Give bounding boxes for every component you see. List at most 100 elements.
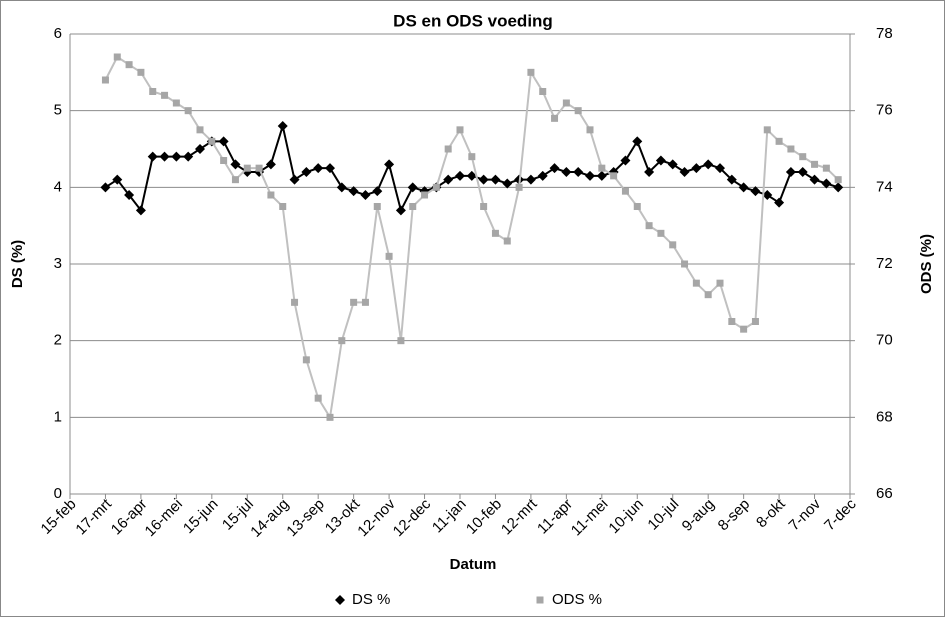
point: [360, 190, 371, 200]
point: [561, 167, 572, 177]
point: [208, 137, 216, 145]
point: [821, 178, 832, 189]
legend-label: DS %: [352, 591, 390, 608]
point: [834, 176, 842, 184]
point: [503, 237, 511, 245]
point: [728, 318, 736, 325]
point: [350, 298, 358, 306]
point: [361, 298, 369, 306]
point: [621, 187, 629, 195]
point: [137, 68, 145, 76]
point: [372, 186, 383, 197]
y-tick-label: 4: [54, 178, 62, 195]
point: [243, 164, 251, 172]
point: [101, 76, 109, 84]
point: [515, 183, 523, 191]
y-axis-label: DS (%): [9, 240, 26, 288]
point: [421, 191, 429, 199]
y2-tick-label: 70: [876, 332, 893, 349]
point: [113, 53, 121, 61]
y2-tick-label: 66: [876, 485, 893, 502]
point: [775, 137, 783, 145]
point: [763, 126, 771, 134]
point: [172, 99, 180, 107]
point: [502, 178, 513, 189]
point: [738, 182, 749, 193]
point: [490, 174, 501, 185]
point: [610, 172, 618, 180]
point: [313, 163, 324, 174]
point: [596, 170, 607, 181]
y2-tick-label: 72: [876, 255, 893, 272]
point: [633, 203, 641, 210]
point: [149, 88, 157, 95]
point: [385, 252, 393, 260]
point: [397, 337, 405, 345]
point: [171, 151, 182, 162]
point: [527, 68, 535, 76]
y-tick-label: 1: [54, 408, 62, 425]
point: [692, 279, 700, 287]
y2-tick-label: 74: [876, 178, 893, 195]
point: [336, 182, 347, 193]
y-tick-label: 6: [54, 25, 62, 42]
point: [466, 170, 477, 181]
point: [574, 107, 582, 115]
y-tick-label: 0: [54, 485, 62, 502]
point: [443, 174, 454, 185]
point: [265, 159, 276, 170]
y2-axis-label: ODS (%): [918, 234, 935, 294]
point: [231, 176, 239, 184]
point: [159, 151, 170, 162]
point: [161, 91, 169, 99]
point: [691, 163, 702, 174]
point: [326, 413, 334, 421]
point: [135, 205, 146, 216]
y2-tick-label: 78: [876, 25, 893, 42]
point: [799, 153, 807, 161]
point: [785, 167, 796, 177]
point: [809, 174, 820, 185]
point: [703, 159, 714, 170]
point: [432, 183, 440, 191]
point: [112, 174, 123, 185]
point: [478, 174, 489, 185]
point: [751, 318, 759, 325]
point: [195, 144, 205, 154]
point: [384, 159, 395, 170]
point: [657, 229, 665, 237]
point: [455, 170, 465, 181]
point: [409, 203, 417, 210]
point: [762, 190, 773, 200]
point: [468, 153, 476, 161]
point: [598, 164, 606, 172]
point: [715, 163, 725, 174]
point: [184, 107, 192, 115]
point: [279, 203, 287, 210]
point: [183, 151, 194, 162]
point: [562, 99, 570, 107]
point: [314, 394, 322, 402]
point: [444, 145, 452, 153]
point: [822, 164, 830, 172]
point: [373, 203, 381, 210]
point: [833, 182, 844, 193]
legend-label: ODS %: [552, 591, 602, 608]
point: [220, 157, 228, 164]
point: [585, 170, 595, 181]
point: [525, 174, 536, 185]
point: [586, 126, 594, 134]
point: [302, 356, 310, 364]
point: [750, 186, 761, 197]
point: [704, 291, 712, 299]
point: [338, 337, 346, 345]
point: [537, 170, 548, 181]
point: [291, 298, 299, 306]
point: [480, 203, 488, 210]
point: [407, 182, 418, 193]
point: [551, 114, 559, 122]
point: [549, 163, 560, 174]
point: [620, 155, 631, 166]
